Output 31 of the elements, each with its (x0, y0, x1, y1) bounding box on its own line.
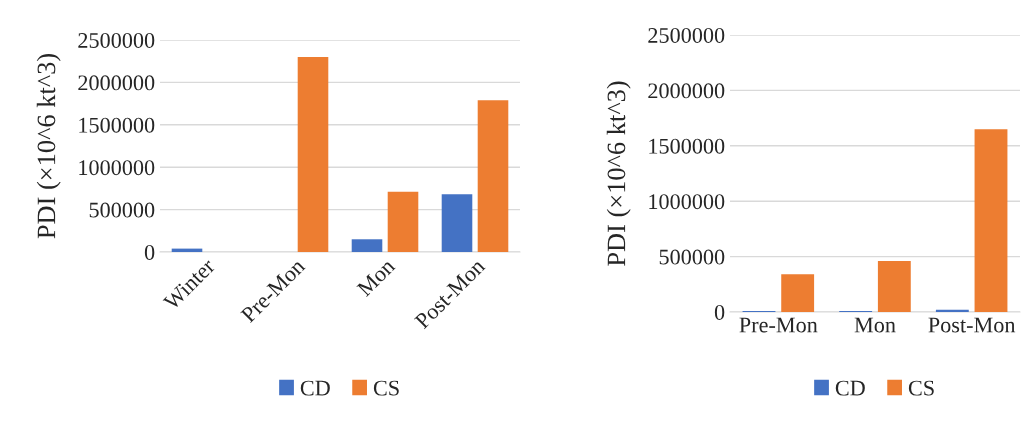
bar (351, 239, 383, 252)
y-tick-label: 2500000 (648, 27, 725, 43)
y-tick-label: 1500000 (79, 117, 155, 133)
y-tick-label: 1000000 (649, 194, 725, 210)
legend-label: CD (300, 380, 330, 396)
bar (935, 309, 969, 312)
bar (387, 191, 419, 252)
x-tick-label: Post-Mon (928, 317, 1016, 333)
bar (974, 129, 1008, 312)
bar (297, 56, 329, 252)
bar (441, 194, 473, 252)
y-tick-label: 500000 (659, 249, 725, 265)
y-tick-label: 500000 (89, 202, 155, 218)
legend-label: CD (835, 380, 865, 396)
x-tick-label: Mon (356, 257, 396, 298)
y-tick-label: 0 (144, 244, 155, 260)
y-tick-label: 0 (714, 304, 725, 320)
y-tick-label: 2000000 (648, 83, 725, 99)
legend-label: CS (373, 380, 399, 396)
y-tick-label: 1500000 (649, 138, 725, 154)
bar (477, 100, 509, 252)
legend-label: CS (908, 380, 934, 396)
y-tick-label: 2000000 (78, 75, 155, 91)
y-tick-label: 1000000 (79, 160, 155, 176)
bar (781, 274, 815, 312)
y-axis-title: PDI (×10^6 kt^3) (606, 81, 631, 266)
y-axis-title: PDI (×10^6 kt^3) (36, 54, 61, 239)
x-tick-label: Pre-Mon (739, 317, 818, 333)
x-tick-label: Mon (854, 317, 896, 333)
y-tick-label: 2500000 (78, 32, 155, 48)
bar (877, 261, 911, 312)
